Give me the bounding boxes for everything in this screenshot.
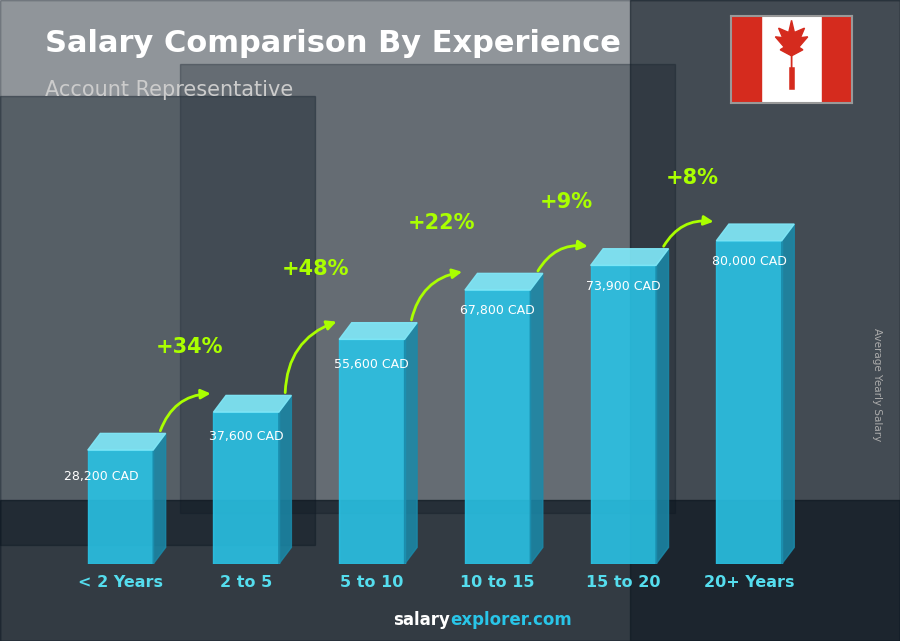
Polygon shape (153, 433, 166, 564)
Text: 73,900 CAD: 73,900 CAD (586, 279, 661, 292)
Polygon shape (776, 21, 808, 70)
Polygon shape (339, 322, 417, 339)
Text: 55,600 CAD: 55,600 CAD (335, 358, 410, 370)
Polygon shape (279, 395, 292, 564)
Polygon shape (630, 0, 900, 641)
Text: 67,800 CAD: 67,800 CAD (460, 304, 535, 317)
Polygon shape (530, 273, 543, 564)
Polygon shape (180, 64, 675, 513)
Polygon shape (656, 249, 669, 564)
Bar (339, 339, 404, 564)
Text: salary: salary (393, 612, 450, 629)
Text: +48%: +48% (282, 259, 349, 279)
Bar (0, 500, 900, 641)
Text: +34%: +34% (156, 337, 223, 357)
Bar (87, 450, 153, 564)
Text: +8%: +8% (666, 168, 719, 188)
Polygon shape (782, 224, 795, 564)
Text: +9%: +9% (540, 192, 593, 212)
Polygon shape (87, 433, 166, 450)
Polygon shape (213, 395, 292, 412)
Polygon shape (404, 322, 417, 564)
Bar (213, 412, 279, 564)
Text: 28,200 CAD: 28,200 CAD (64, 470, 139, 483)
Bar (465, 290, 530, 564)
Text: Account Representative: Account Representative (45, 80, 293, 100)
Bar (822, 16, 852, 103)
Text: 37,600 CAD: 37,600 CAD (209, 430, 284, 444)
Text: Salary Comparison By Experience: Salary Comparison By Experience (45, 29, 621, 58)
Polygon shape (465, 273, 543, 290)
Polygon shape (590, 249, 669, 265)
Polygon shape (716, 224, 795, 241)
Text: +22%: +22% (407, 213, 475, 233)
Bar (716, 241, 782, 564)
Bar (731, 16, 761, 103)
Bar (590, 265, 656, 564)
Polygon shape (0, 96, 315, 545)
Text: Average Yearly Salary: Average Yearly Salary (872, 328, 883, 441)
Text: explorer.com: explorer.com (450, 612, 572, 629)
Text: 80,000 CAD: 80,000 CAD (712, 255, 787, 268)
